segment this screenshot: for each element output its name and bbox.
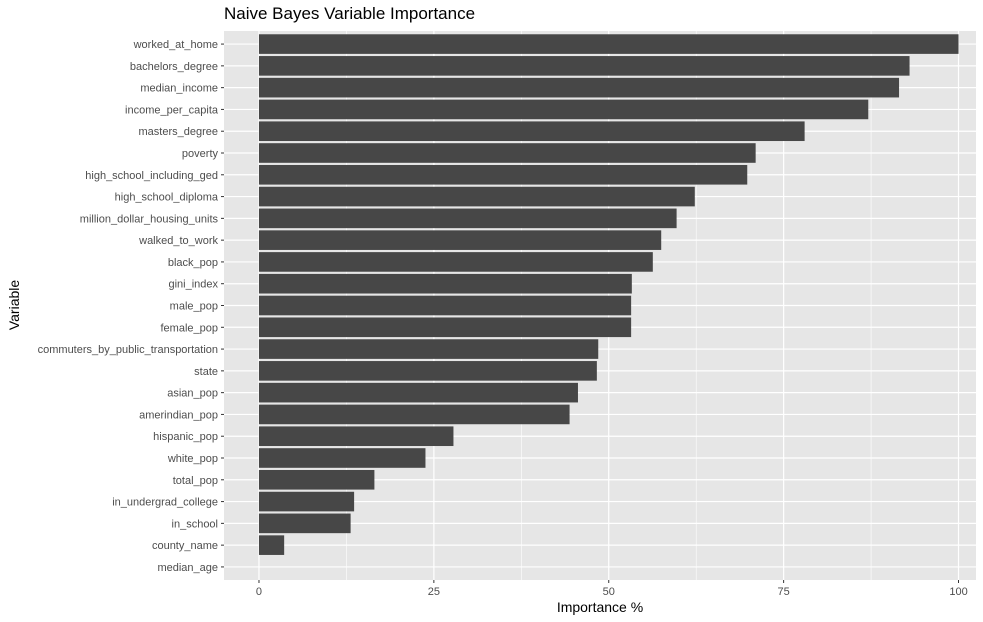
x-axis: 0 25 50 75 100 [256, 580, 968, 598]
chart-title: Naive Bayes Variable Importance [224, 4, 476, 23]
x-tick-label: 25 [428, 586, 440, 598]
bar-gini_index [258, 273, 632, 294]
bar-walked_to_work [258, 230, 662, 250]
y-tick-label: total_pop [173, 475, 218, 487]
y-axis: worked_at_home bachelors_degree median_inc… [38, 39, 224, 574]
bar-million_dollar_housing_units [258, 208, 677, 229]
bar-in_undergrad_college [258, 491, 355, 512]
y-tick-label: asian_pop [167, 388, 218, 400]
y-tick-label: masters_degree [139, 126, 219, 138]
bar-masters_degree [258, 121, 805, 142]
bar-bachelors_degree [258, 56, 910, 76]
bar-hispanic_pop [258, 426, 454, 447]
x-tick-label: 50 [603, 586, 615, 598]
x-axis-title: Importance % [557, 599, 643, 615]
y-tick-label: male_pop [170, 301, 218, 313]
bar-total_pop [258, 469, 375, 490]
x-tick-label: 75 [778, 586, 790, 598]
y-tick-label: bachelors_degree [130, 61, 218, 73]
y-tick-label: black_pop [168, 257, 218, 269]
y-tick-label: poverty [182, 148, 219, 160]
y-tick-label: white_pop [167, 453, 218, 465]
y-tick-label: state [194, 366, 218, 378]
y-tick-label: walked_to_work [138, 235, 218, 247]
y-tick-label: gini_index [168, 279, 218, 291]
bar-white_pop [258, 448, 426, 468]
y-tick-label: commuters_by_public_transportation [38, 344, 218, 356]
bar-in_school [258, 513, 351, 534]
y-tick-label: in_undergrad_college [112, 497, 218, 509]
bars [258, 34, 959, 555]
y-tick-label: high_school_including_ged [85, 170, 218, 182]
bar-state [258, 361, 597, 381]
bar-black_pop [258, 252, 653, 272]
bar-high_school_diploma [258, 186, 695, 207]
bar-median_income [258, 77, 900, 98]
bar-high_school_including_ged [258, 164, 748, 185]
y-tick-label: hispanic_pop [153, 431, 218, 443]
bar-male_pop [258, 295, 632, 316]
y-tick-label: amerindian_pop [139, 409, 218, 421]
y-tick-label: high_school_diploma [115, 192, 219, 204]
y-tick-label: median_income [140, 83, 218, 95]
y-tick-label: female_pop [161, 322, 219, 334]
bar-poverty [258, 143, 756, 163]
y-tick-label: county_name [152, 540, 218, 552]
bar-worked_at_home [258, 34, 959, 54]
bar-asian_pop [258, 382, 578, 403]
bar-commuters_by_public_transportation [258, 339, 599, 359]
bar-female_pop [258, 317, 632, 338]
y-tick-label: income_per_capita [125, 104, 219, 116]
x-tick-label: 100 [949, 586, 967, 598]
bar-income_per_capita [258, 99, 869, 120]
y-tick-label: in_school [172, 518, 218, 530]
y-tick-label: million_dollar_housing_units [80, 213, 219, 225]
y-tick-label: median_age [157, 562, 218, 574]
y-axis-title: Variable [6, 280, 22, 331]
y-tick-label: worked_at_home [133, 39, 218, 51]
x-tick-label: 0 [256, 586, 262, 598]
bar-amerindian_pop [258, 404, 570, 425]
bar-county_name [258, 535, 285, 555]
